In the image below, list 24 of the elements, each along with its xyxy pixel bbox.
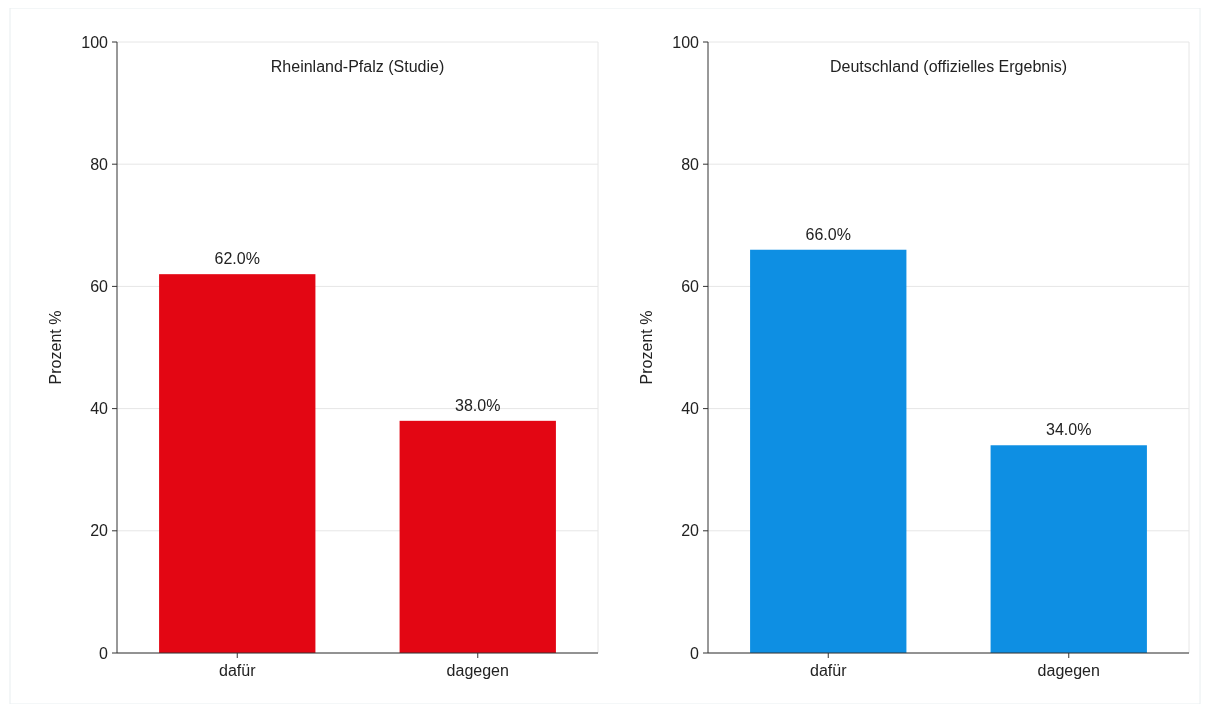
y-tick-label: 40 — [90, 400, 109, 418]
data-label: 66.0% — [805, 225, 851, 243]
y-tick-label: 20 — [90, 522, 109, 540]
y-tick-label: 80 — [90, 155, 109, 173]
x-tick-label: dafür — [810, 662, 848, 679]
y-tick-label: 80 — [681, 155, 700, 173]
y-tick-label: 60 — [681, 278, 700, 295]
y-tick-label: 0 — [690, 644, 700, 662]
y-tick-label: 0 — [99, 644, 109, 662]
text: Deutschland (offizielles Ergebnis) — [829, 58, 1068, 75]
y-tick-label: 60 — [90, 278, 109, 295]
data-label: 62.0% — [214, 250, 260, 268]
x-tick-label: dagegen — [446, 662, 509, 679]
data-label: 34.0% — [1046, 421, 1092, 439]
y-axis-title: Prozent % — [47, 310, 64, 385]
y-tick-label: 100 — [81, 33, 109, 51]
y-axis-title: Prozent % — [638, 310, 655, 385]
y-tick-label: 40 — [681, 400, 700, 418]
data-label: 38.0% — [455, 396, 501, 414]
x-tick-label: dafür — [219, 662, 257, 679]
y-tick-label: 20 — [681, 522, 700, 540]
y-tick-label: 100 — [672, 33, 700, 51]
x-tick-label: dagegen — [1037, 662, 1100, 679]
text: Rheinland-Pfalz (Studie) — [270, 58, 445, 75]
